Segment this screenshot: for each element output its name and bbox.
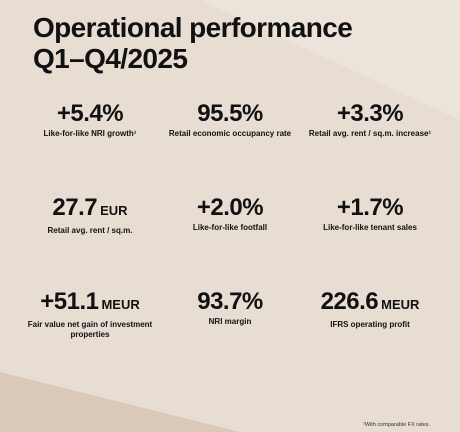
metric-card: +5.4% Like-for-like NRI growth¹ <box>20 100 160 194</box>
metric-label: Retail economic occupancy rate <box>168 129 292 138</box>
metric-card: 27.7 EUR Retail avg. rent / sq.m. <box>20 194 160 288</box>
page-title: Operational performance Q1–Q4/2025 <box>33 12 353 74</box>
metric-label: NRI margin <box>208 317 252 326</box>
metric-card: +3.3% Retail avg. rent / sq.m. increase¹ <box>300 100 440 194</box>
metric-label: Like-for-like tenant sales <box>323 223 417 232</box>
metric-value: +51.1 MEUR <box>40 288 140 315</box>
metric-label: Retail avg. rent / sq.m. <box>47 226 133 235</box>
metric-value: +1.7% <box>336 194 404 221</box>
metric-value: +2.0% <box>196 194 264 221</box>
footnote: ¹With comparable FX rates. <box>363 422 430 428</box>
metric-label: IFRS operating profit <box>330 320 410 329</box>
title-line-2: Q1–Q4/2025 <box>33 43 188 74</box>
background-shape <box>200 0 460 120</box>
metric-value: 27.7 EUR <box>52 194 128 221</box>
metric-value: 95.5% <box>197 100 263 127</box>
metric-value: +5.4% <box>56 100 124 127</box>
metric-card: 93.7% NRI margin <box>160 288 300 382</box>
metric-card: +51.1 MEUR Fair value net gain of investm… <box>20 288 160 382</box>
metric-value: +3.3% <box>336 100 404 127</box>
metric-value: 226.6 MEUR <box>320 288 420 315</box>
metric-label: Fair value net gain of investment proper… <box>27 320 153 339</box>
metric-unit: EUR <box>100 203 128 218</box>
metric-card: +1.7% Like-for-like tenant sales <box>300 194 440 288</box>
metric-label: Like-for-like footfall <box>192 223 268 232</box>
metric-unit: MEUR <box>381 297 420 312</box>
metric-value: 93.7% <box>197 288 263 315</box>
metric-card: 95.5% Retail economic occupancy rate <box>160 100 300 194</box>
metric-label: Like-for-like NRI growth¹ <box>43 129 137 138</box>
metric-label: Retail avg. rent / sq.m. increase¹ <box>308 129 432 138</box>
metric-card: 226.6 MEUR IFRS operating profit <box>300 288 440 382</box>
title-line-1: Operational performance <box>33 12 353 43</box>
metric-unit: MEUR <box>101 297 140 312</box>
metric-card: +2.0% Like-for-like footfall <box>160 194 300 288</box>
metrics-grid: +5.4% Like-for-like NRI growth¹ 95.5% Re… <box>20 100 440 382</box>
